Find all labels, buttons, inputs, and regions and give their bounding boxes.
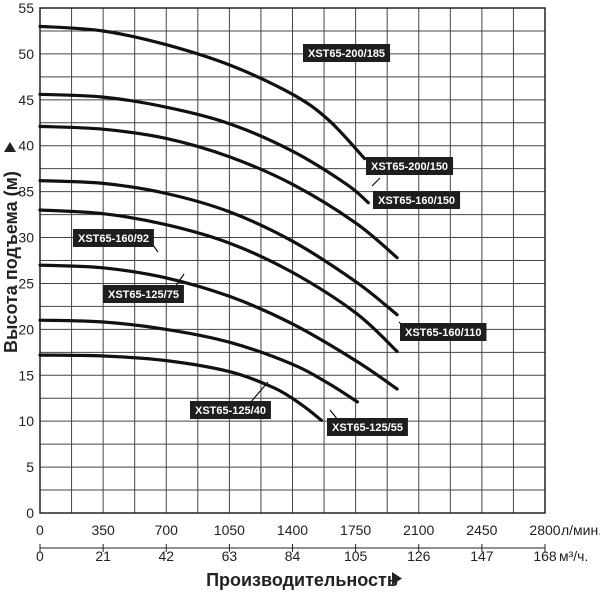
series-label-box [373,191,461,209]
x-tick-label-primary: 1750 [340,522,371,538]
x-tick-label-primary: 2100 [403,522,434,538]
x-tick-label-secondary: 84 [285,548,301,564]
y-axis-title: Высота подъема (м) [1,142,21,353]
series-label-text: XST65-200/150 [371,161,448,173]
x-tick-label-primary: 350 [91,522,115,538]
series-label-box [327,418,408,436]
series-line [38,179,399,317]
x-unit-primary: л/мин. [561,522,600,538]
x-tick-label-secondary: 63 [222,548,238,564]
x-axis-ticks-primary: 0 350 700 1050 1400 1750 2100 2450 2800 [36,522,561,538]
x-tick-label-secondary: 42 [158,548,174,564]
series-label-text: XST65-200/185 [308,48,385,60]
series-line [38,92,370,205]
y-tick-label: 5 [26,459,34,475]
y-tick-label: 0 [26,505,34,521]
x-tick-label-secondary: 126 [407,548,431,564]
series-label-text: XST65-125/55 [332,422,403,434]
y-tick-label: 35 [18,184,34,200]
x-tick-label-secondary: 147 [470,548,494,564]
y-tick-label: 50 [18,46,34,62]
y-tick-label: 40 [18,138,34,154]
x-axis-ticks-secondary: 0 21 42 63 84 105 126 147 168 [36,544,557,564]
series-lines [38,24,399,422]
y-tick-label: 30 [18,230,34,246]
y-tick-label: 25 [18,275,34,291]
series-line [38,353,323,422]
series-line [38,24,367,161]
y-tick-label: 55 [18,0,34,16]
series-line [38,318,359,404]
x-unit-secondary: м³/ч. [559,548,588,564]
series-label-box [73,229,154,247]
x-tick-label-secondary: 21 [95,548,111,564]
series-label-text: XST65-160/150 [378,195,455,207]
y-axis-ticks: 0 5 10 15 20 25 30 35 40 45 50 55 [18,0,34,521]
series-label-box [190,401,271,419]
grid [39,7,546,514]
series-label-text: XST65-125/40 [195,405,266,417]
x-tick-label-primary: 700 [155,522,179,538]
series-line [38,124,399,260]
x-tick-label-primary: 2800 [529,522,560,538]
series-label-leader [371,177,381,187]
x-tick-label-secondary: 168 [533,548,557,564]
svg-text:Высота подъема (м): Высота подъема (м) [1,171,21,353]
series-label-box [303,44,391,62]
arrow-right-icon [4,142,16,152]
x-tick-label-secondary: 0 [36,548,44,564]
series-label-leader [249,381,269,404]
series-label-leader [174,273,185,288]
series-line [38,208,399,353]
x-tick-label-secondary: 105 [344,548,368,564]
series-label-box [400,323,487,341]
series-label-box [366,157,454,175]
series-label-box [103,285,184,303]
series-label-text: XST65-160/92 [78,233,149,245]
y-tick-label: 45 [18,92,34,108]
plot-frame [39,7,546,514]
y-tick-label: 10 [18,413,34,429]
y-tick-label: 15 [18,367,34,383]
x-tick-label-primary: 1050 [214,522,245,538]
x-tick-label-primary: 1400 [277,522,308,538]
x-axis-title: Производительность [206,570,398,590]
arrow-right-icon [392,572,402,585]
x-tick-label-primary: 0 [36,522,44,538]
series-label-text: XST65-160/110 [405,327,481,339]
series-label-text: XST65-125/75 [108,289,179,301]
x-tick-label-primary: 2450 [466,522,497,538]
y-tick-label: 20 [18,321,34,337]
series-line [38,263,399,391]
series-labels: XST65-200/185 XST65-200/150 XST65-160/150 X… [73,44,487,436]
